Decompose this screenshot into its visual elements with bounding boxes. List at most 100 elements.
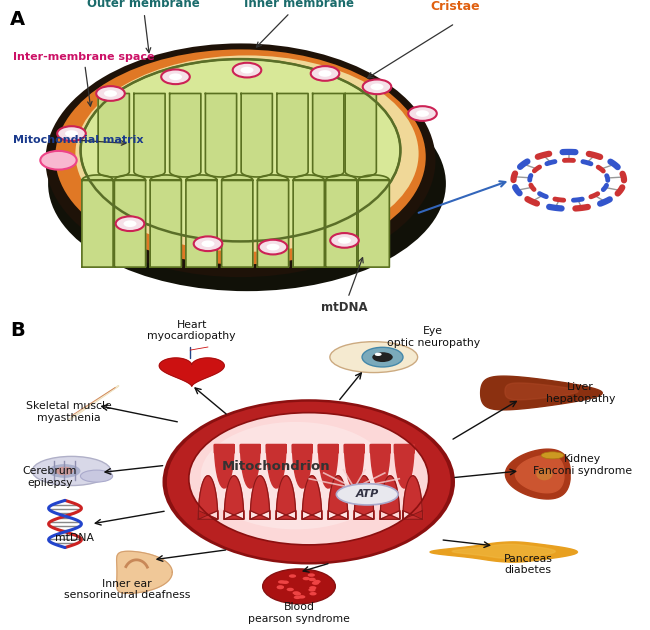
Polygon shape: [506, 449, 570, 499]
Text: mtDNA: mtDNA: [55, 533, 94, 543]
Circle shape: [309, 578, 316, 581]
Circle shape: [363, 79, 391, 94]
Polygon shape: [480, 376, 603, 410]
Polygon shape: [326, 175, 357, 267]
Polygon shape: [198, 476, 218, 519]
Text: Mitochondrion: Mitochondrion: [222, 460, 331, 472]
Text: Kidney
Fanconi syndrome: Kidney Fanconi syndrome: [533, 454, 632, 476]
Polygon shape: [266, 444, 286, 488]
Text: mtDNA: mtDNA: [321, 258, 368, 314]
Circle shape: [318, 70, 332, 77]
Circle shape: [330, 233, 359, 248]
Polygon shape: [430, 542, 577, 562]
Text: Outer membrane: Outer membrane: [86, 0, 200, 53]
Circle shape: [312, 581, 319, 585]
Ellipse shape: [81, 59, 400, 241]
Text: Skeletal muscle
myasthenia: Skeletal muscle myasthenia: [26, 401, 112, 423]
Polygon shape: [159, 358, 224, 386]
Circle shape: [298, 595, 306, 598]
Circle shape: [374, 353, 382, 356]
Polygon shape: [224, 476, 244, 519]
Text: Inter-membrane space: Inter-membrane space: [13, 52, 155, 106]
Polygon shape: [222, 175, 253, 267]
Polygon shape: [344, 444, 364, 488]
Polygon shape: [293, 175, 324, 267]
Circle shape: [104, 90, 117, 97]
Ellipse shape: [201, 422, 391, 529]
Polygon shape: [354, 476, 374, 519]
Polygon shape: [277, 93, 308, 177]
Circle shape: [169, 74, 182, 80]
Ellipse shape: [32, 456, 110, 486]
Polygon shape: [276, 476, 296, 519]
Circle shape: [294, 592, 301, 595]
Circle shape: [194, 236, 222, 251]
Polygon shape: [328, 476, 348, 519]
Text: Eye
optic neuropathy: Eye optic neuropathy: [387, 326, 480, 348]
Ellipse shape: [188, 413, 429, 545]
Circle shape: [362, 347, 403, 367]
Circle shape: [281, 580, 289, 584]
Polygon shape: [313, 93, 344, 177]
Circle shape: [259, 240, 287, 255]
Polygon shape: [186, 175, 217, 267]
Ellipse shape: [46, 43, 436, 277]
Polygon shape: [380, 476, 400, 519]
Polygon shape: [452, 544, 555, 558]
Polygon shape: [116, 551, 172, 593]
Text: B: B: [10, 321, 25, 340]
Ellipse shape: [55, 49, 426, 265]
Text: Inner membrane: Inner membrane: [244, 0, 354, 47]
Polygon shape: [250, 476, 270, 519]
Circle shape: [116, 216, 144, 231]
Polygon shape: [82, 175, 113, 267]
Circle shape: [313, 580, 320, 583]
Text: Blood
pearson syndrome: Blood pearson syndrome: [248, 602, 350, 624]
Circle shape: [309, 586, 317, 590]
Ellipse shape: [330, 341, 417, 372]
Polygon shape: [345, 93, 376, 177]
Circle shape: [278, 580, 285, 583]
Text: Mitochondrial matrix: Mitochondrial matrix: [13, 135, 144, 146]
Circle shape: [416, 110, 429, 117]
Ellipse shape: [337, 484, 398, 505]
Ellipse shape: [48, 76, 446, 291]
Circle shape: [372, 352, 393, 362]
Text: Liver
hepatopathy: Liver hepatopathy: [546, 382, 616, 404]
Ellipse shape: [55, 467, 73, 475]
Polygon shape: [134, 93, 165, 177]
Circle shape: [202, 241, 214, 247]
Polygon shape: [98, 93, 129, 177]
Polygon shape: [403, 476, 422, 519]
Ellipse shape: [48, 464, 81, 478]
Text: Heart
myocardiopathy: Heart myocardiopathy: [148, 320, 236, 341]
Polygon shape: [318, 444, 338, 488]
Circle shape: [40, 151, 77, 169]
Polygon shape: [358, 175, 389, 267]
Polygon shape: [241, 93, 272, 177]
Circle shape: [289, 575, 296, 578]
Polygon shape: [240, 444, 260, 488]
Ellipse shape: [162, 399, 455, 564]
Circle shape: [263, 569, 335, 604]
Polygon shape: [205, 93, 237, 177]
Circle shape: [408, 106, 437, 121]
Circle shape: [287, 588, 294, 591]
Circle shape: [57, 126, 86, 141]
Circle shape: [307, 573, 315, 577]
Circle shape: [266, 244, 280, 250]
Circle shape: [311, 66, 339, 81]
Ellipse shape: [250, 110, 387, 238]
Circle shape: [308, 588, 316, 592]
Ellipse shape: [536, 468, 552, 480]
Ellipse shape: [75, 55, 419, 252]
Polygon shape: [395, 444, 414, 488]
Circle shape: [161, 69, 190, 84]
Text: Cristae: Cristae: [430, 1, 480, 13]
Circle shape: [294, 595, 301, 599]
Circle shape: [303, 577, 310, 580]
Text: Inner ear
sensorineural deafness: Inner ear sensorineural deafness: [64, 579, 190, 600]
Text: Pancreas
diabetes: Pancreas diabetes: [504, 554, 552, 575]
Ellipse shape: [81, 470, 112, 482]
Circle shape: [370, 84, 383, 90]
